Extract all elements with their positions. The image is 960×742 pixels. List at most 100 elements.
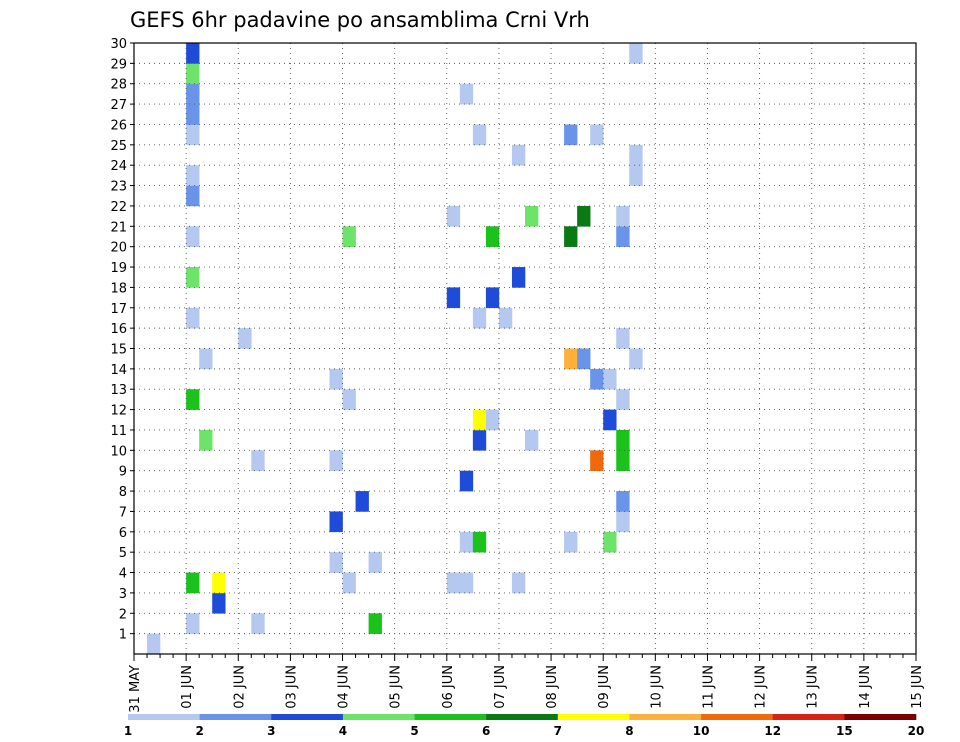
heatmap-cells bbox=[147, 43, 643, 655]
colorbar-swatch bbox=[772, 714, 845, 720]
colorbar-label: 6 bbox=[482, 724, 490, 738]
x-tick-label: 05 JUN bbox=[389, 665, 404, 709]
heatmap-cell bbox=[564, 124, 578, 146]
x-tick-label: 03 JUN bbox=[284, 665, 299, 709]
x-tick-label: 13 JUN bbox=[806, 665, 821, 709]
heatmap-cell bbox=[577, 205, 591, 227]
heatmap-cell bbox=[446, 287, 461, 309]
heatmap-cell bbox=[498, 307, 513, 329]
heatmap-cell bbox=[186, 63, 200, 85]
colorbar-label: 8 bbox=[625, 724, 633, 738]
colorbar-swatch bbox=[199, 714, 272, 720]
heatmap-cell bbox=[238, 328, 252, 349]
colorbar-swatch bbox=[486, 714, 559, 720]
y-tick-label: 18 bbox=[110, 281, 127, 296]
heatmap-cell bbox=[590, 450, 604, 471]
x-tick-label: 12 JUN bbox=[754, 665, 769, 709]
heatmap-cell bbox=[251, 613, 265, 634]
heatmap-cell bbox=[186, 613, 200, 634]
heatmap-cell bbox=[485, 409, 500, 431]
y-tick-label: 29 bbox=[110, 57, 127, 72]
heatmap-cell bbox=[329, 552, 343, 573]
heatmap-cell bbox=[212, 592, 226, 614]
heatmap-cell bbox=[616, 450, 630, 471]
y-tick-label: 16 bbox=[110, 322, 127, 337]
y-tick-label: 27 bbox=[110, 98, 127, 113]
colorbar-label: 5 bbox=[410, 724, 418, 738]
heatmap-cell bbox=[342, 226, 356, 247]
heatmap-cell bbox=[629, 144, 643, 166]
y-tick-label: 6 bbox=[119, 526, 127, 541]
y-tick-label: 23 bbox=[110, 180, 127, 195]
y-tick-label: 9 bbox=[119, 465, 127, 480]
heatmap-cell bbox=[577, 348, 591, 370]
colorbar-swatch bbox=[271, 714, 344, 720]
heatmap-cell bbox=[342, 389, 356, 410]
colorbar-label: 20 bbox=[908, 724, 925, 738]
heatmap-cell bbox=[603, 531, 617, 553]
colorbar-swatch bbox=[844, 714, 917, 720]
x-tick-label: 09 JUN bbox=[597, 665, 612, 709]
heatmap-cell bbox=[329, 450, 343, 471]
x-tick-label: 31 MAY bbox=[128, 665, 143, 713]
colorbar-swatch bbox=[414, 714, 487, 720]
y-tick-label: 17 bbox=[110, 302, 127, 317]
colorbar: 1 2 3 4 5 6 7 8 10 12 15 20 bbox=[124, 714, 925, 738]
heatmap-cell bbox=[459, 572, 474, 594]
y-tick-label: 5 bbox=[119, 546, 127, 561]
heatmap-cell bbox=[186, 185, 200, 207]
heatmap-cell bbox=[459, 83, 474, 105]
colorbar-label: 1 bbox=[124, 724, 132, 738]
heatmap-cell bbox=[590, 124, 604, 146]
colorbar-swatch bbox=[128, 714, 200, 720]
heatmap-cell bbox=[186, 267, 200, 288]
y-tick-label: 3 bbox=[119, 587, 127, 602]
colorbar-label: 4 bbox=[339, 724, 347, 738]
y-tick-label: 12 bbox=[110, 404, 127, 419]
heatmap-cell bbox=[186, 572, 200, 594]
heatmap-cell bbox=[616, 226, 630, 247]
heatmap-cell bbox=[368, 613, 382, 634]
heatmap-cell bbox=[147, 633, 161, 655]
heatmap-cell bbox=[616, 511, 630, 533]
heatmap-cell bbox=[511, 572, 526, 594]
colorbar-label: 12 bbox=[764, 724, 781, 738]
x-tick-label: 02 JUN bbox=[232, 665, 247, 709]
heatmap-cell bbox=[511, 144, 526, 166]
heatmap-cell bbox=[485, 226, 500, 247]
heatmap-cell bbox=[525, 429, 539, 451]
x-tick-label: 04 JUN bbox=[337, 665, 352, 709]
colorbar-swatch bbox=[342, 714, 415, 720]
heatmap-cell bbox=[186, 104, 200, 125]
heatmap-cell bbox=[472, 531, 487, 553]
heatmap-cell bbox=[629, 43, 643, 64]
heatmap-cell bbox=[186, 165, 200, 186]
heatmap-cell bbox=[368, 552, 382, 573]
y-tick-label: 13 bbox=[110, 383, 127, 398]
heatmap-cell bbox=[459, 470, 474, 492]
colorbar-label: 15 bbox=[836, 724, 853, 738]
grid-lines bbox=[134, 43, 916, 654]
y-tick-label: 2 bbox=[119, 607, 127, 622]
heatmap-cell bbox=[616, 491, 630, 512]
y-tick-label: 8 bbox=[119, 485, 127, 500]
heatmap-cell bbox=[590, 368, 604, 390]
x-tick-label: 01 JUN bbox=[180, 665, 195, 709]
colorbar-swatch bbox=[557, 714, 630, 720]
x-tick-label: 07 JUN bbox=[493, 665, 508, 709]
colorbar-label: 10 bbox=[693, 724, 710, 738]
heatmap-cell bbox=[212, 572, 226, 594]
heatmap-cell bbox=[629, 348, 643, 370]
x-tick-label: 10 JUN bbox=[649, 665, 664, 709]
heatmap-cell bbox=[199, 429, 213, 451]
heatmap-cell bbox=[629, 165, 643, 186]
y-tick-label: 4 bbox=[119, 567, 127, 582]
x-tick-label: 14 JUN bbox=[858, 665, 873, 709]
heatmap-cell bbox=[186, 307, 200, 329]
heatmap-cell bbox=[485, 287, 500, 309]
y-tick-label: 21 bbox=[110, 220, 127, 235]
heatmap-cell bbox=[186, 43, 200, 64]
y-tick-label: 19 bbox=[110, 261, 127, 276]
x-axis: 31 MAY 01 JUN 02 JUN 03 JUN 04 JUN 05 JUN 06 J… bbox=[128, 654, 925, 713]
